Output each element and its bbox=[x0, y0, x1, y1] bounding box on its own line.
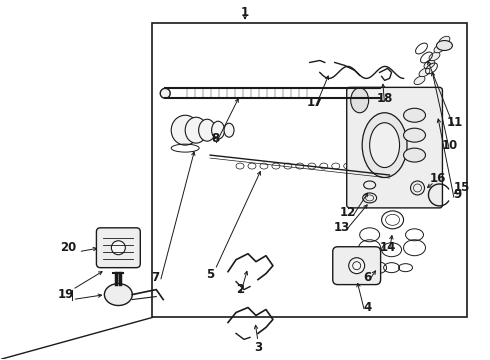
Ellipse shape bbox=[419, 68, 430, 77]
Ellipse shape bbox=[212, 121, 224, 139]
Text: 10: 10 bbox=[441, 139, 458, 152]
Text: 4: 4 bbox=[364, 301, 372, 314]
Ellipse shape bbox=[439, 36, 450, 45]
Text: 19: 19 bbox=[57, 288, 74, 301]
Text: 7: 7 bbox=[151, 271, 159, 284]
Text: 1: 1 bbox=[241, 6, 249, 19]
Ellipse shape bbox=[424, 60, 435, 69]
FancyBboxPatch shape bbox=[347, 87, 442, 208]
FancyBboxPatch shape bbox=[97, 228, 140, 268]
Text: 17: 17 bbox=[307, 96, 323, 109]
Text: 8: 8 bbox=[211, 132, 219, 145]
Text: 11: 11 bbox=[446, 116, 463, 129]
Text: 15: 15 bbox=[453, 181, 469, 194]
Ellipse shape bbox=[414, 76, 425, 85]
Ellipse shape bbox=[111, 241, 125, 255]
Text: 6: 6 bbox=[364, 271, 372, 284]
Text: 18: 18 bbox=[376, 92, 393, 105]
Ellipse shape bbox=[160, 88, 170, 98]
Text: 13: 13 bbox=[334, 221, 350, 234]
Ellipse shape bbox=[404, 128, 425, 142]
Ellipse shape bbox=[429, 52, 440, 61]
Ellipse shape bbox=[404, 108, 425, 122]
Ellipse shape bbox=[404, 148, 425, 162]
Text: 9: 9 bbox=[453, 188, 462, 202]
Text: 12: 12 bbox=[340, 206, 356, 219]
Ellipse shape bbox=[362, 113, 407, 177]
Ellipse shape bbox=[198, 119, 216, 141]
Ellipse shape bbox=[171, 115, 199, 145]
Text: 14: 14 bbox=[379, 241, 396, 254]
Bar bbox=[152, 23, 467, 318]
FancyBboxPatch shape bbox=[333, 247, 381, 285]
Text: 16: 16 bbox=[429, 171, 445, 185]
Ellipse shape bbox=[351, 88, 368, 113]
Ellipse shape bbox=[349, 258, 365, 274]
Ellipse shape bbox=[104, 284, 132, 306]
Text: 20: 20 bbox=[60, 241, 76, 254]
Ellipse shape bbox=[224, 123, 234, 137]
Ellipse shape bbox=[437, 41, 452, 50]
Ellipse shape bbox=[369, 123, 399, 167]
Ellipse shape bbox=[434, 44, 445, 53]
Text: 5: 5 bbox=[206, 268, 214, 281]
Text: 3: 3 bbox=[254, 341, 262, 354]
Ellipse shape bbox=[185, 117, 207, 143]
Text: 2: 2 bbox=[236, 283, 244, 296]
